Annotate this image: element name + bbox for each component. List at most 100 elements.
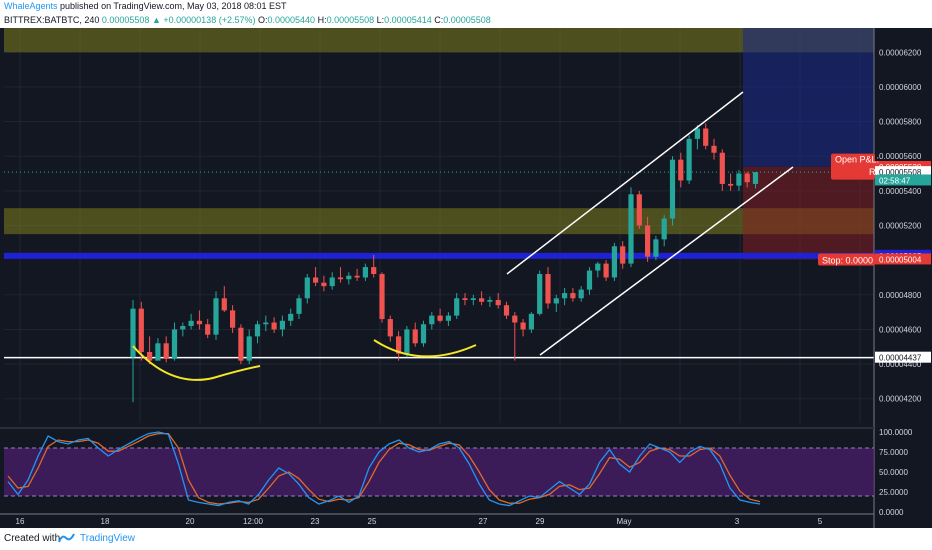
price-tick-label: 0.00005400 bbox=[879, 187, 922, 196]
candle-body bbox=[636, 194, 642, 226]
candle-body bbox=[487, 299, 493, 302]
candle-body bbox=[171, 329, 178, 359]
candle-body bbox=[238, 327, 244, 361]
stoch-tick-label: 75.0000 bbox=[879, 448, 908, 457]
candle-body bbox=[603, 263, 609, 278]
price-tick-label: 0.00004400 bbox=[879, 360, 922, 369]
risk-label: Ri bbox=[869, 167, 878, 177]
candle-body bbox=[221, 298, 227, 311]
price-tick-label: 0.00005200 bbox=[879, 222, 922, 231]
low-value: 0.00005414 bbox=[384, 15, 432, 25]
candle-body bbox=[337, 277, 344, 280]
price-label-bg bbox=[875, 253, 931, 265]
time-tick-label: 20 bbox=[186, 517, 195, 526]
stoch-k-line bbox=[7, 431, 761, 507]
candle-body bbox=[586, 270, 593, 290]
candle-body bbox=[528, 313, 534, 330]
candle-body bbox=[288, 313, 294, 321]
candle-body bbox=[719, 152, 725, 184]
stop-label: Stop: 0.0000 bbox=[822, 255, 873, 265]
candle-body bbox=[645, 225, 651, 257]
candle-body bbox=[462, 298, 468, 300]
candle-body bbox=[537, 274, 543, 314]
footer: Created with TradingView bbox=[0, 528, 932, 550]
candle-body bbox=[503, 305, 510, 316]
candle-body bbox=[188, 320, 194, 326]
candle-body bbox=[163, 343, 169, 359]
close-label: C: bbox=[434, 15, 444, 25]
price-tick-label: 0.00005600 bbox=[879, 152, 922, 161]
candle-body bbox=[454, 298, 460, 316]
candle-body bbox=[495, 299, 501, 306]
open-label: O: bbox=[257, 15, 268, 25]
candle-body bbox=[711, 145, 717, 153]
symbol-label[interactable]: BITTREX:BATBTC, 240 bbox=[4, 15, 100, 25]
candle-body bbox=[346, 275, 352, 280]
candle-body bbox=[562, 293, 568, 299]
candle-body bbox=[553, 298, 559, 304]
candle-body bbox=[678, 159, 684, 181]
price-tick-label: 0.00006000 bbox=[879, 83, 922, 92]
price-chart-svg[interactable]: 0.00006200 0.00006000 0.00005800 0.00005600… bbox=[0, 28, 932, 528]
candle-body bbox=[512, 315, 518, 323]
candle-body bbox=[213, 298, 219, 335]
candle-body bbox=[661, 218, 667, 240]
time-tick-label: 29 bbox=[536, 517, 545, 526]
candle-body bbox=[611, 246, 617, 278]
candle-body bbox=[147, 351, 153, 361]
middle-zone bbox=[4, 208, 874, 235]
close-value: 0.00005508 bbox=[443, 15, 491, 25]
price-tick-label: 0.00006200 bbox=[879, 48, 922, 57]
candle-body bbox=[362, 267, 368, 278]
profit-zone bbox=[743, 28, 874, 167]
candle-body bbox=[570, 293, 576, 299]
candle-body bbox=[205, 324, 211, 335]
price-label-last: 0.00005508 bbox=[879, 168, 922, 177]
candle-body bbox=[180, 325, 186, 330]
time-tick-label: 18 bbox=[101, 517, 110, 526]
candle-body bbox=[686, 138, 692, 181]
candle-body bbox=[578, 289, 584, 299]
change-arrow-icon: ▲ bbox=[151, 15, 161, 25]
channel-lower-line bbox=[539, 166, 794, 356]
time-tick-label: 25 bbox=[368, 517, 377, 526]
tradingview-brand[interactable]: TradingView bbox=[80, 533, 136, 544]
candle-body bbox=[329, 277, 335, 287]
candle-body bbox=[412, 329, 418, 344]
stoch-tick-label: 25.0000 bbox=[879, 488, 908, 497]
candle-body bbox=[321, 282, 327, 287]
time-tick-label: 16 bbox=[16, 517, 25, 526]
high-value: 0.00005508 bbox=[326, 15, 375, 25]
time-tick-label: 3 bbox=[735, 517, 740, 526]
author-link[interactable]: WhaleAgents bbox=[4, 1, 58, 11]
publish-info: published on TradingView.com, May 03, 20… bbox=[57, 1, 287, 11]
candle-body bbox=[703, 128, 709, 146]
price-label-support: 0.00004437 bbox=[879, 354, 922, 363]
candle-body bbox=[354, 275, 360, 278]
candle-body bbox=[429, 315, 435, 325]
candle-body bbox=[752, 172, 759, 184]
candle-body bbox=[744, 173, 750, 183]
candle-body bbox=[545, 274, 551, 304]
low-label: L: bbox=[376, 15, 385, 25]
price-tick-label: 0.00004800 bbox=[879, 291, 922, 300]
candle-body bbox=[628, 194, 634, 264]
candle-body bbox=[694, 128, 700, 139]
stoch-tick-label: 50.0000 bbox=[879, 468, 908, 477]
candle-body bbox=[296, 298, 302, 314]
candle-body bbox=[313, 277, 319, 283]
stoch-band bbox=[4, 448, 874, 496]
candle-body bbox=[437, 315, 443, 321]
chart-area[interactable]: 0.00006200 0.00006000 0.00005800 0.00005600… bbox=[0, 28, 932, 528]
price-label-timer: 02:58:47 bbox=[879, 176, 911, 185]
open-pnl-label: Open P&L: bbox=[835, 155, 879, 165]
rounded-bottom-curve-left bbox=[132, 345, 261, 381]
chart-header: WhaleAgents published on TradingView.com… bbox=[0, 0, 932, 28]
blue-level bbox=[4, 252, 874, 259]
candle-body bbox=[736, 173, 742, 186]
candle-body bbox=[420, 324, 427, 344]
price-axis-bg bbox=[874, 28, 932, 528]
candle-body bbox=[479, 298, 485, 302]
time-tick-label: 27 bbox=[479, 517, 488, 526]
candle-body bbox=[595, 263, 601, 271]
